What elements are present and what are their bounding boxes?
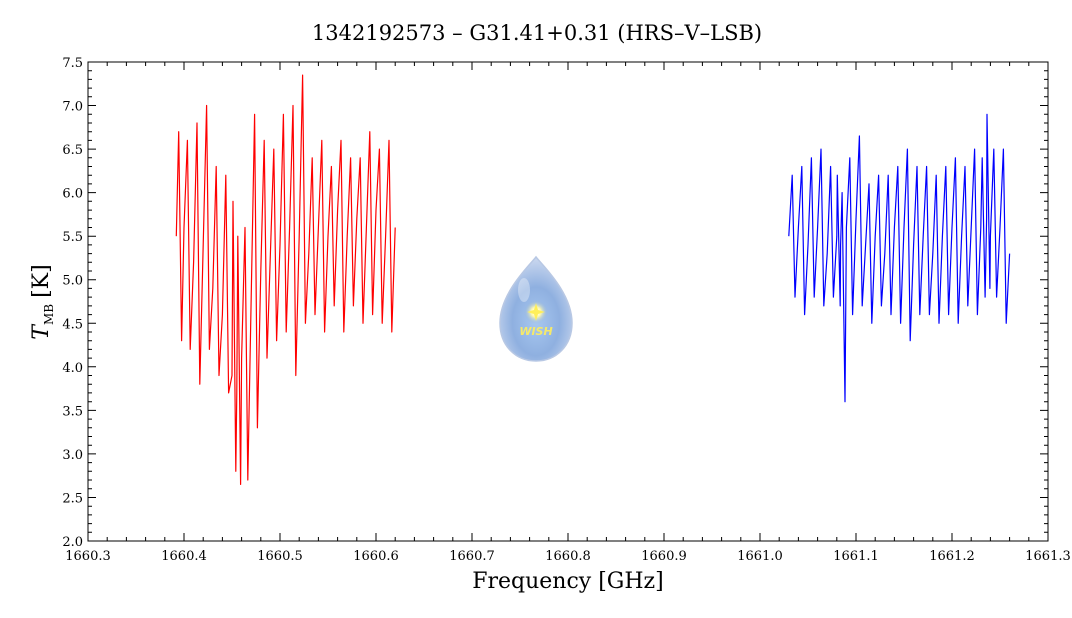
y-axis-symbol: T (29, 323, 54, 340)
droplet-highlight (518, 278, 530, 302)
x-tick-label: 1660.9 (641, 549, 687, 564)
y-tick-label: 2.0 (62, 535, 83, 550)
x-tick-label: 1661.1 (833, 549, 879, 564)
y-axis-title: TMB [K] (29, 264, 56, 339)
x-axis-title: Frequency [GHz] (472, 569, 664, 594)
x-tick-label: 1660.6 (353, 549, 399, 564)
x-tick-label: 1660.5 (257, 549, 303, 564)
x-tick-label: 1660.8 (545, 549, 591, 564)
x-tick-label: 1660.7 (449, 549, 495, 564)
y-tick-label: 3.5 (62, 404, 83, 419)
x-tick-label: 1660.3 (65, 549, 111, 564)
y-tick-label: 5.5 (62, 230, 83, 245)
x-tick-label: 1661.3 (1025, 549, 1071, 564)
chart-title: 1342192573 – G31.41+0.31 (HRS–V–LSB) (312, 21, 762, 45)
y-tick-label: 5.0 (62, 274, 83, 289)
series-2-line (788, 113, 1011, 403)
x-tick-label: 1660.4 (161, 549, 207, 564)
y-tick-label: 7.5 (62, 56, 83, 71)
y-axis-subscript: MB (42, 304, 56, 325)
plot-lines (175, 74, 1011, 485)
axis-ticks (87, 61, 1049, 542)
y-tick-label: 7.0 (62, 100, 83, 115)
y-tick-label: 4.0 (62, 361, 83, 376)
y-tick-label: 6.0 (62, 187, 83, 202)
x-tick-label: 1661.2 (929, 549, 975, 564)
y-tick-label: 6.5 (62, 143, 83, 158)
y-tick-label: 4.5 (62, 317, 83, 332)
star-icon (527, 303, 545, 321)
y-axis-unit: [K] (29, 264, 54, 298)
y-tick-label: 3.0 (62, 448, 83, 463)
x-tick-label: 1661.0 (737, 549, 783, 564)
y-tick-label: 2.5 (62, 492, 83, 507)
x-tick-labels: 1660.3 1660.4 1660.5 1660.6 1660.7 1660.8 1660… (65, 549, 1071, 564)
wish-logo: WISH (499, 255, 573, 362)
logo-text: WISH (519, 325, 552, 338)
series-1-line (175, 74, 396, 485)
tick-marks (87, 61, 1049, 542)
y-tick-labels: 2.0 2.5 3.0 3.5 4.0 4.5 5.0 5.5 6.0 6.5 7.0 7.5 (62, 56, 83, 550)
